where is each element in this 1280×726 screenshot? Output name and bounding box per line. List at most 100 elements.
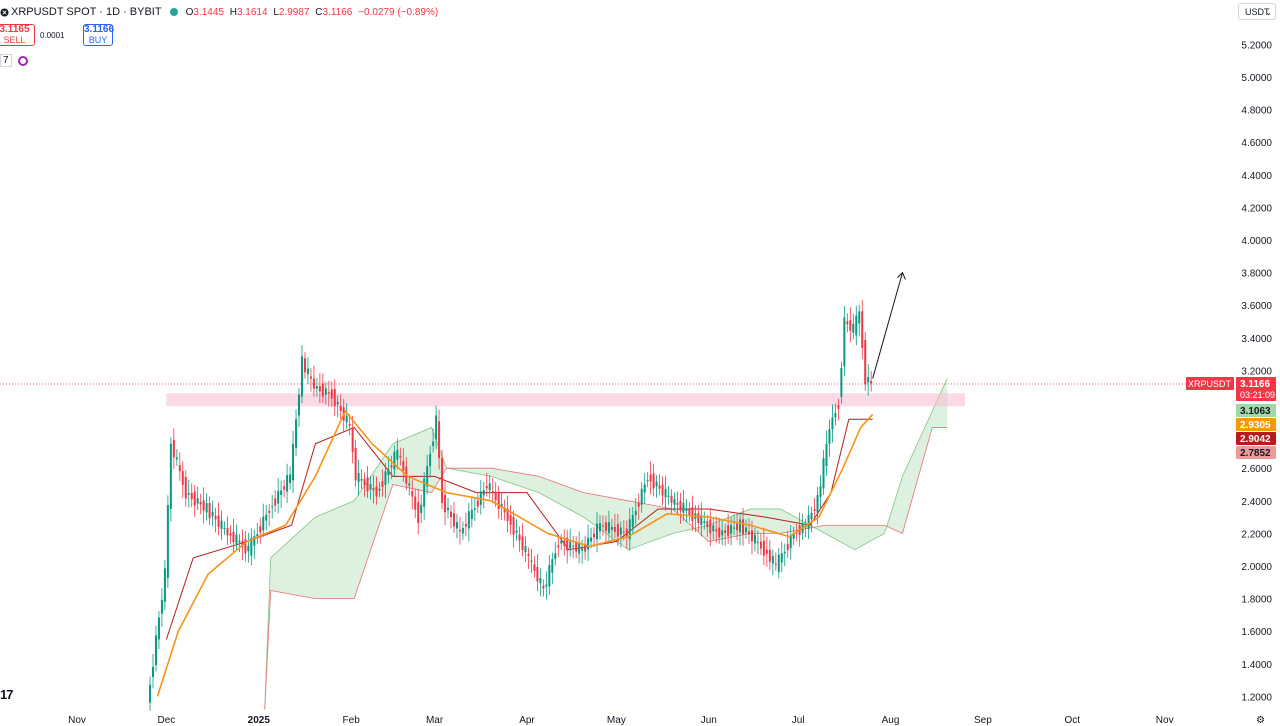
candle-body [664,488,667,498]
ohlc-open-key: O [185,6,194,18]
candle [852,314,855,340]
candle [262,503,265,537]
candle-body [309,376,312,379]
candle [774,552,777,571]
candle [745,519,748,539]
candle-body [661,484,664,496]
candle-body [813,509,816,511]
candle [205,493,208,521]
baseline-line [165,418,873,640]
candle-body [753,534,756,544]
candle [357,459,360,496]
candle [661,476,664,506]
candle [649,461,652,495]
candle-body [348,423,351,426]
candle [306,357,309,385]
candle [458,516,461,545]
candle-body [843,317,846,367]
time-tick-label: May [607,715,626,726]
candle [607,510,610,542]
currency-select[interactable]: USDT ⌄ [1238,3,1276,20]
candle-body [831,417,834,430]
price-axis-label-value: 2.9042 [1240,434,1271,445]
indicators-count[interactable]: 7 [0,54,12,67]
candle [587,524,590,561]
candle [539,568,542,597]
candle [193,484,196,517]
candle-body [223,527,226,529]
price-axis-label-value: 2.9305 [1240,420,1271,431]
tradingview-logo[interactable]: 17 [0,687,14,702]
candle-body [429,453,432,467]
sell-button[interactable]: 3.1165 SELL [0,24,35,46]
candle [691,495,694,531]
candle [441,449,444,510]
candle-body [593,533,596,538]
candle-body [238,540,241,543]
candle-body [834,413,837,418]
candle-body [530,560,533,562]
candle [533,556,536,578]
resistance-zone [166,393,966,407]
candle-body [393,451,396,470]
candle [753,528,756,552]
price-axis-label [1236,376,1276,401]
candle [610,518,613,542]
candle [324,381,327,405]
candle-body [399,455,402,458]
buy-button[interactable]: 3.1166 BUY [83,24,114,46]
indicators-row: 7 [0,54,28,67]
candle [256,522,259,545]
candle-body [619,527,622,535]
candle-body [414,496,417,510]
candle [831,404,834,443]
candle [408,476,411,496]
candle-body [685,509,688,511]
candle [497,486,500,519]
candle [330,381,333,407]
candle-body [375,486,378,497]
candle-body [518,534,521,541]
candle-body [557,545,560,548]
candle-body [476,500,479,507]
candle-body [569,541,572,549]
candle-body [417,501,420,523]
candle-body [667,495,670,497]
price-axis-label-value: 3.1166 [1240,379,1270,390]
candle-body [432,441,435,447]
candle-body [688,509,691,515]
candle-body [280,490,283,495]
candle [259,518,262,544]
candle-body [497,492,500,509]
candle-body [265,514,268,521]
projection-arrow-head [897,271,906,280]
candle [864,331,867,391]
candle [584,535,587,560]
price-tick-label: 3.4000 [1241,334,1272,345]
candle-body [554,553,557,560]
candle [369,475,372,500]
candle-body [283,486,286,490]
candle-body [360,479,363,481]
candle-body [548,565,551,587]
candle [476,493,479,514]
candle-body [679,500,682,511]
candle [619,521,622,548]
settings-icon[interactable]: ⚙ [1256,715,1265,726]
candle-body [637,503,640,507]
buy-label: BUY [88,35,108,45]
candle [870,371,873,392]
candle [655,475,658,498]
candle [447,497,450,519]
ohlc-high-key: H [229,6,237,18]
symbol-title[interactable]: XRPUSDT SPOT · 1D · BYBIT [11,6,162,18]
candle [438,409,441,470]
candle [366,466,369,499]
indicator-settings-icon[interactable] [17,55,28,66]
candle [524,536,527,562]
candle-body [607,522,610,533]
candle-body [622,531,625,533]
candle [232,518,235,554]
price-tick-label: 4.4000 [1241,171,1272,182]
